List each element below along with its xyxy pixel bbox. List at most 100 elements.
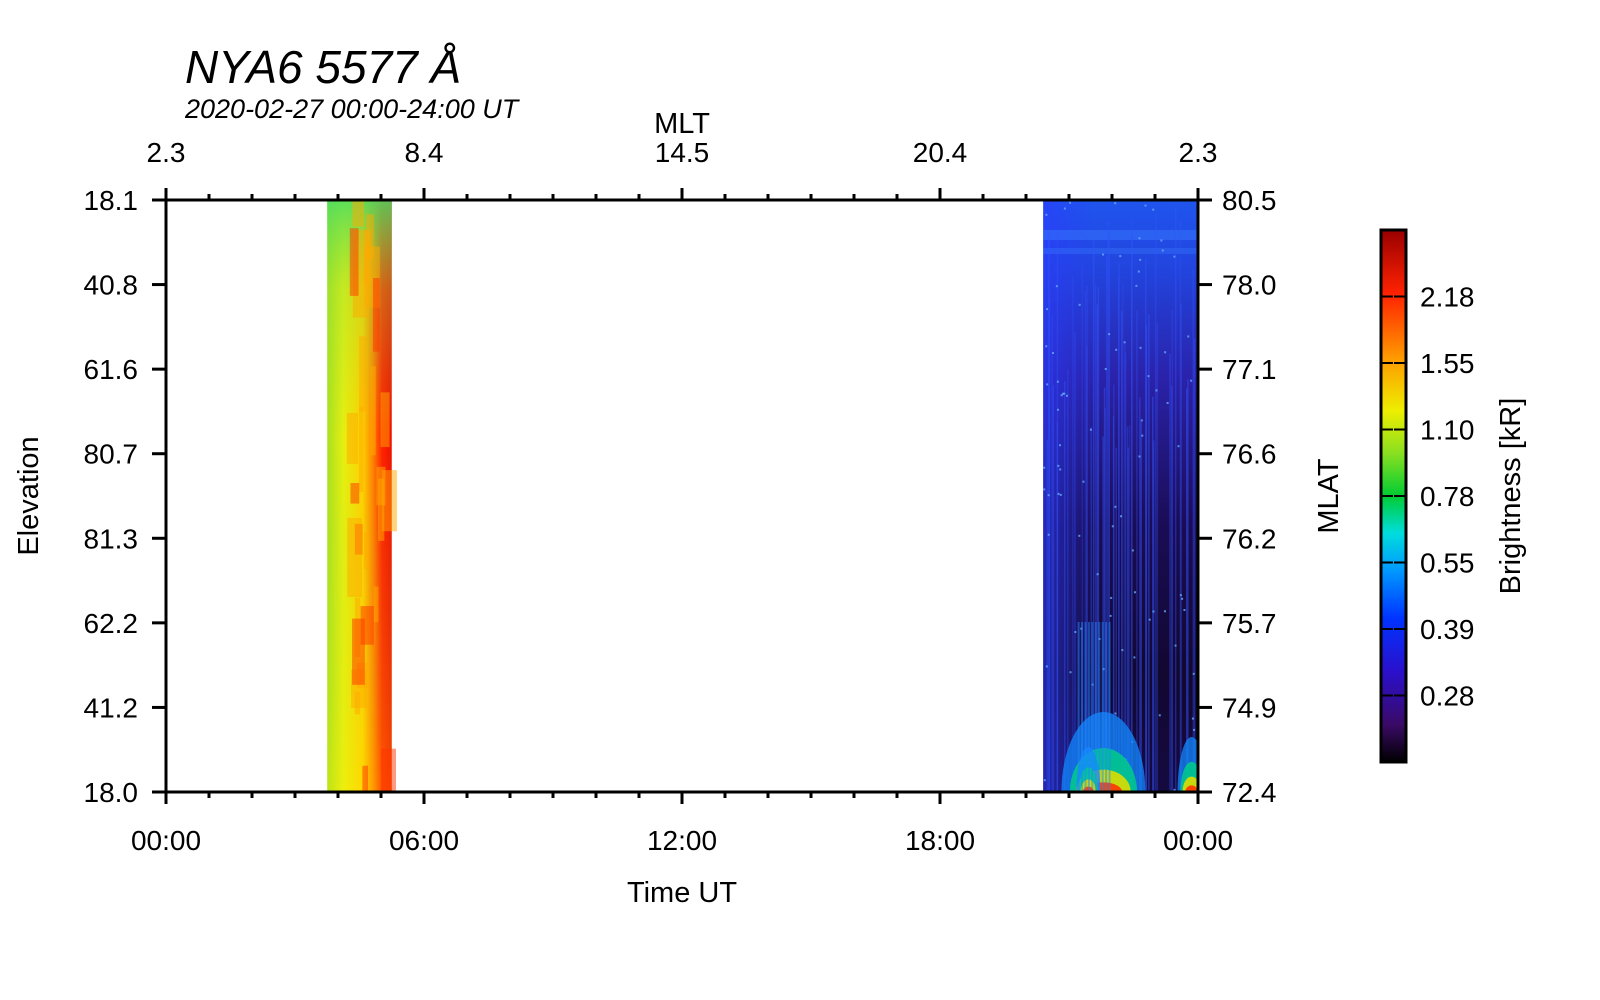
y-tick-label-right: 76.2 [1222, 523, 1277, 554]
evening-streak [1084, 289, 1087, 792]
morning-streak [359, 336, 367, 412]
y-tick-label-right: 77.1 [1222, 354, 1277, 385]
evening-streak [1185, 388, 1188, 792]
evening-streak [1123, 342, 1126, 792]
evening-streak [1081, 260, 1084, 792]
evening-streak [1139, 397, 1141, 792]
noise-speck [1138, 455, 1141, 458]
evening-streak [1152, 440, 1155, 792]
noise-speck [1078, 534, 1081, 537]
colorbar-tick-label: 0.28 [1420, 681, 1475, 712]
y-tick-label-right: 76.6 [1222, 439, 1277, 470]
burst-ray [1098, 622, 1101, 792]
noise-speck [1152, 208, 1155, 211]
evening-streak [1052, 385, 1055, 792]
noise-speck [1191, 717, 1194, 720]
noise-speck [1057, 408, 1060, 411]
evening-streak [1171, 310, 1174, 792]
noise-speck [1179, 594, 1182, 597]
evening-streak [1179, 220, 1182, 792]
noise-speck [1114, 505, 1117, 508]
noise-speck [1055, 285, 1058, 288]
evening-streak [1115, 447, 1117, 792]
y-tick-label-right: 80.5 [1222, 185, 1277, 216]
noise-speck [1190, 379, 1193, 382]
axis-titles: Time UT MLT Elevation MLAT Brightness [k… [13, 108, 1527, 909]
y-tick-label-right: 72.4 [1222, 777, 1277, 808]
noise-speck [1051, 352, 1054, 355]
noise-speck [1192, 672, 1195, 675]
noise-speck [1147, 375, 1150, 378]
noise-speck [1163, 610, 1166, 613]
burst-ray [1108, 622, 1111, 792]
burst-ray [1101, 622, 1104, 792]
burst-core [1185, 785, 1198, 792]
x-tick-label: 00:00 [1163, 825, 1233, 856]
evening-streak [1051, 315, 1053, 792]
evening-band [1043, 248, 1198, 254]
evening-streak [1103, 387, 1106, 792]
colorbar-tick-label: 0.55 [1420, 548, 1475, 579]
evening-streak [1127, 447, 1130, 792]
noise-speck [1046, 308, 1049, 311]
y-tick-label-left: 18.1 [84, 185, 139, 216]
evening-streak [1171, 385, 1173, 792]
noise-speck [1115, 348, 1118, 351]
evening-streak [1192, 269, 1195, 792]
y-axis-label-right: MLAT [1313, 458, 1345, 533]
noise-speck [1133, 591, 1136, 594]
noise-speck [1164, 351, 1167, 354]
noise-speck [1065, 394, 1068, 397]
evening-streak [1122, 282, 1124, 792]
noise-speck [1140, 419, 1143, 422]
colorbar-tick-label: 1.55 [1420, 348, 1475, 379]
noise-speck [1121, 649, 1124, 652]
noise-speck [1148, 618, 1151, 621]
noise-speck [1187, 335, 1190, 338]
evening-streak [1074, 331, 1076, 792]
noise-speck [1177, 445, 1180, 448]
noise-speck [1152, 610, 1155, 613]
chart-title: NYA6 5577 Å [185, 41, 462, 93]
evening-streak [1105, 255, 1108, 792]
evening-streak [1104, 407, 1106, 792]
noise-speck [1043, 466, 1046, 469]
burst-ray [1081, 622, 1084, 792]
y-tick-label-right: 78.0 [1222, 270, 1277, 301]
noise-speck [1058, 444, 1061, 447]
burst-ray [1105, 622, 1108, 792]
noise-speck [1114, 202, 1117, 205]
evening-streak [1148, 314, 1150, 792]
evening-streak [1048, 231, 1050, 792]
top-tick-label: 20.4 [913, 137, 968, 168]
noise-speck [1082, 480, 1085, 483]
morning-streak [363, 531, 369, 570]
morning-streak [349, 228, 359, 296]
evening-streak [1151, 396, 1154, 792]
evening-streak [1094, 283, 1097, 792]
noise-speck [1047, 494, 1050, 497]
top-tick-label: 8.4 [405, 137, 444, 168]
evening-streak [1124, 352, 1127, 792]
burst-ray [1091, 622, 1094, 792]
noise-speck [1139, 258, 1142, 261]
evening-streak [1130, 230, 1133, 792]
y-axis-label-left: Elevation [13, 436, 45, 555]
noise-speck [1141, 434, 1144, 437]
evening-streak [1086, 286, 1088, 792]
noise-speck [1063, 207, 1066, 210]
x-tick-label: 06:00 [389, 825, 459, 856]
morning-streak [346, 412, 359, 464]
morning-streak [376, 466, 386, 506]
noise-speck [1144, 204, 1147, 207]
evening-streak [1046, 439, 1049, 792]
evening-streak [1174, 207, 1177, 792]
evening-streak [1118, 262, 1120, 792]
noise-speck [1059, 468, 1062, 471]
noise-speck [1183, 608, 1186, 611]
morning-streak [362, 765, 369, 792]
y-tick-label-left: 61.6 [84, 354, 139, 385]
noise-speck [1110, 596, 1113, 599]
morning-streak [372, 278, 380, 352]
evening-streak [1067, 369, 1069, 792]
